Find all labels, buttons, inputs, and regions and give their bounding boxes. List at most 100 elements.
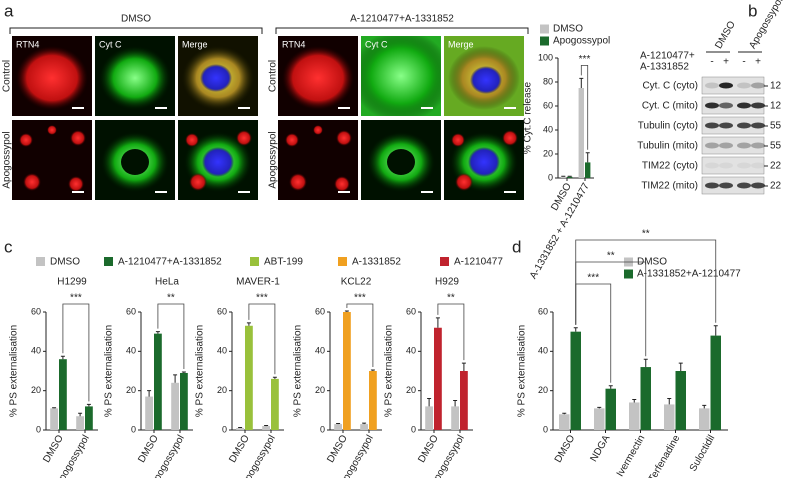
x-tick-label: DMSO [553,433,578,465]
channel-label: Cyt C [99,39,122,49]
legend-swatch [250,257,259,266]
x-tick-label: Terfenadine [647,433,683,478]
bar [640,367,651,430]
y-tick-label: 40 [543,124,553,134]
micrograph [278,120,358,200]
significance-label: *** [587,273,599,284]
legend-label: DMSO [553,24,583,35]
error-bar [173,374,178,383]
error-bar [453,400,458,407]
y-tick-label: 40 [217,346,227,356]
error-bar [336,423,341,425]
error-bar [579,77,584,88]
mw-label: 12 [770,81,782,92]
error-bar [238,426,243,429]
legend-label: Apogossypol [553,36,610,47]
legend-swatch [540,36,549,46]
bar [360,424,368,430]
x-tick-label: NDGA [588,433,612,464]
bar [559,414,570,430]
bar [343,312,351,430]
bar [59,359,67,430]
group-header: DMSO [121,14,151,25]
error-bar [60,355,65,360]
y-tick-label: 60 [543,100,553,110]
panel-letter: a [4,1,14,20]
error-bar [246,322,251,326]
blot-band [737,142,751,149]
bar [50,408,58,430]
blot-band [751,82,765,89]
significance-label: *** [354,293,366,304]
x-tick-label: Ivermectin [615,433,648,478]
bar [560,176,566,178]
bar [570,331,581,430]
blot-label: Cyt. C (mito) [642,101,698,112]
sign: + [723,57,729,68]
y-tick-label: 0 [548,172,553,182]
mw-label: 22 [770,181,782,192]
mw-label: 12 [770,101,782,112]
bar [434,327,442,430]
row-label: Control [268,60,279,92]
y-tick-label: 60 [315,306,325,316]
channel-label: RTN4 [16,39,39,49]
legend-swatch [440,257,449,266]
bar [180,372,188,430]
error-bar [608,385,613,389]
mw-label: 22 [770,161,782,172]
legend-label: A-1331852 [352,257,401,268]
row-label: Apogossypol [2,131,13,188]
legend-label: DMSO [637,257,667,268]
y-tick-label: 0 [131,424,136,434]
group-bracket [275,27,529,34]
error-bar [573,327,578,332]
bar [425,406,433,430]
group-header: A-1210477+A-1331852 [350,14,454,25]
legend-swatch [540,24,549,34]
legend-swatch [338,257,347,266]
error-bar [567,175,572,177]
y-tick-label: 20 [315,385,325,395]
y-tick-label: 20 [543,148,553,158]
legend-swatch [624,269,633,279]
chart-title: HeLa [155,277,179,288]
blot-band [719,182,733,189]
blot-band [751,182,765,189]
y-tick-label: 80 [543,76,553,86]
mw-label: 55 [770,121,782,132]
bar [710,335,721,430]
treatment-label: A-1331852 [640,62,689,73]
error-bar [713,325,718,336]
error-bar [461,362,466,371]
legend-swatch [104,257,113,266]
chart-title: H1299 [57,277,87,288]
error-bar [370,369,375,371]
error-bar [562,412,567,415]
error-bar [52,407,57,409]
column-label: DMSO [713,19,738,51]
significance-bracket [437,303,465,361]
error-bar [362,422,367,425]
bar [271,378,279,430]
y-tick-label: 100 [538,52,553,62]
micrograph [95,120,175,200]
bar [154,333,162,430]
error-bar [597,406,602,409]
error-bar [344,310,349,312]
y-tick-label: 40 [126,346,136,356]
y-tick-label: 40 [538,346,548,356]
y-axis-label: % PS externalisation [293,325,304,417]
error-bar [702,404,707,409]
legend-label: A-1210477+A-1331852 [118,257,222,268]
bar [85,406,93,430]
y-axis-label: % PS externalisation [9,325,20,417]
bar [334,424,342,430]
bar [567,176,573,178]
significance-bracket [346,303,374,368]
y-tick-label: 20 [406,385,416,395]
y-axis-label: % PS externalisation [104,325,115,417]
error-bar [667,398,672,405]
bar [145,396,153,430]
